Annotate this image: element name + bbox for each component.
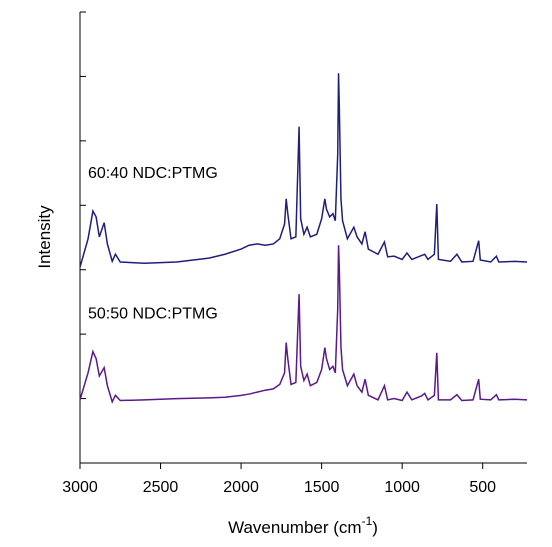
x-tick-label: 1000 <box>384 479 420 496</box>
x-axis-label-end: ) <box>372 518 378 537</box>
x-tick-label: 1500 <box>304 479 340 496</box>
y-axis-label: Intensity <box>35 205 54 269</box>
x-tick-label: 500 <box>469 479 496 496</box>
spectrum-line <box>79 73 528 268</box>
x-axis-label-sup: -1 <box>362 514 373 528</box>
x-tick-label: 2500 <box>143 479 179 496</box>
series-label: 60:40 NDC:PTMG <box>88 165 218 182</box>
x-tick-label: 2000 <box>223 479 259 496</box>
x-axis-label: Wavenumber (cm-1) <box>228 514 378 537</box>
x-axis-label-main: Wavenumber (cm <box>228 518 362 537</box>
spectrum-line <box>79 245 528 404</box>
x-tick-label: 3000 <box>62 479 98 496</box>
series-label: 50:50 NDC:PTMG <box>88 306 218 323</box>
